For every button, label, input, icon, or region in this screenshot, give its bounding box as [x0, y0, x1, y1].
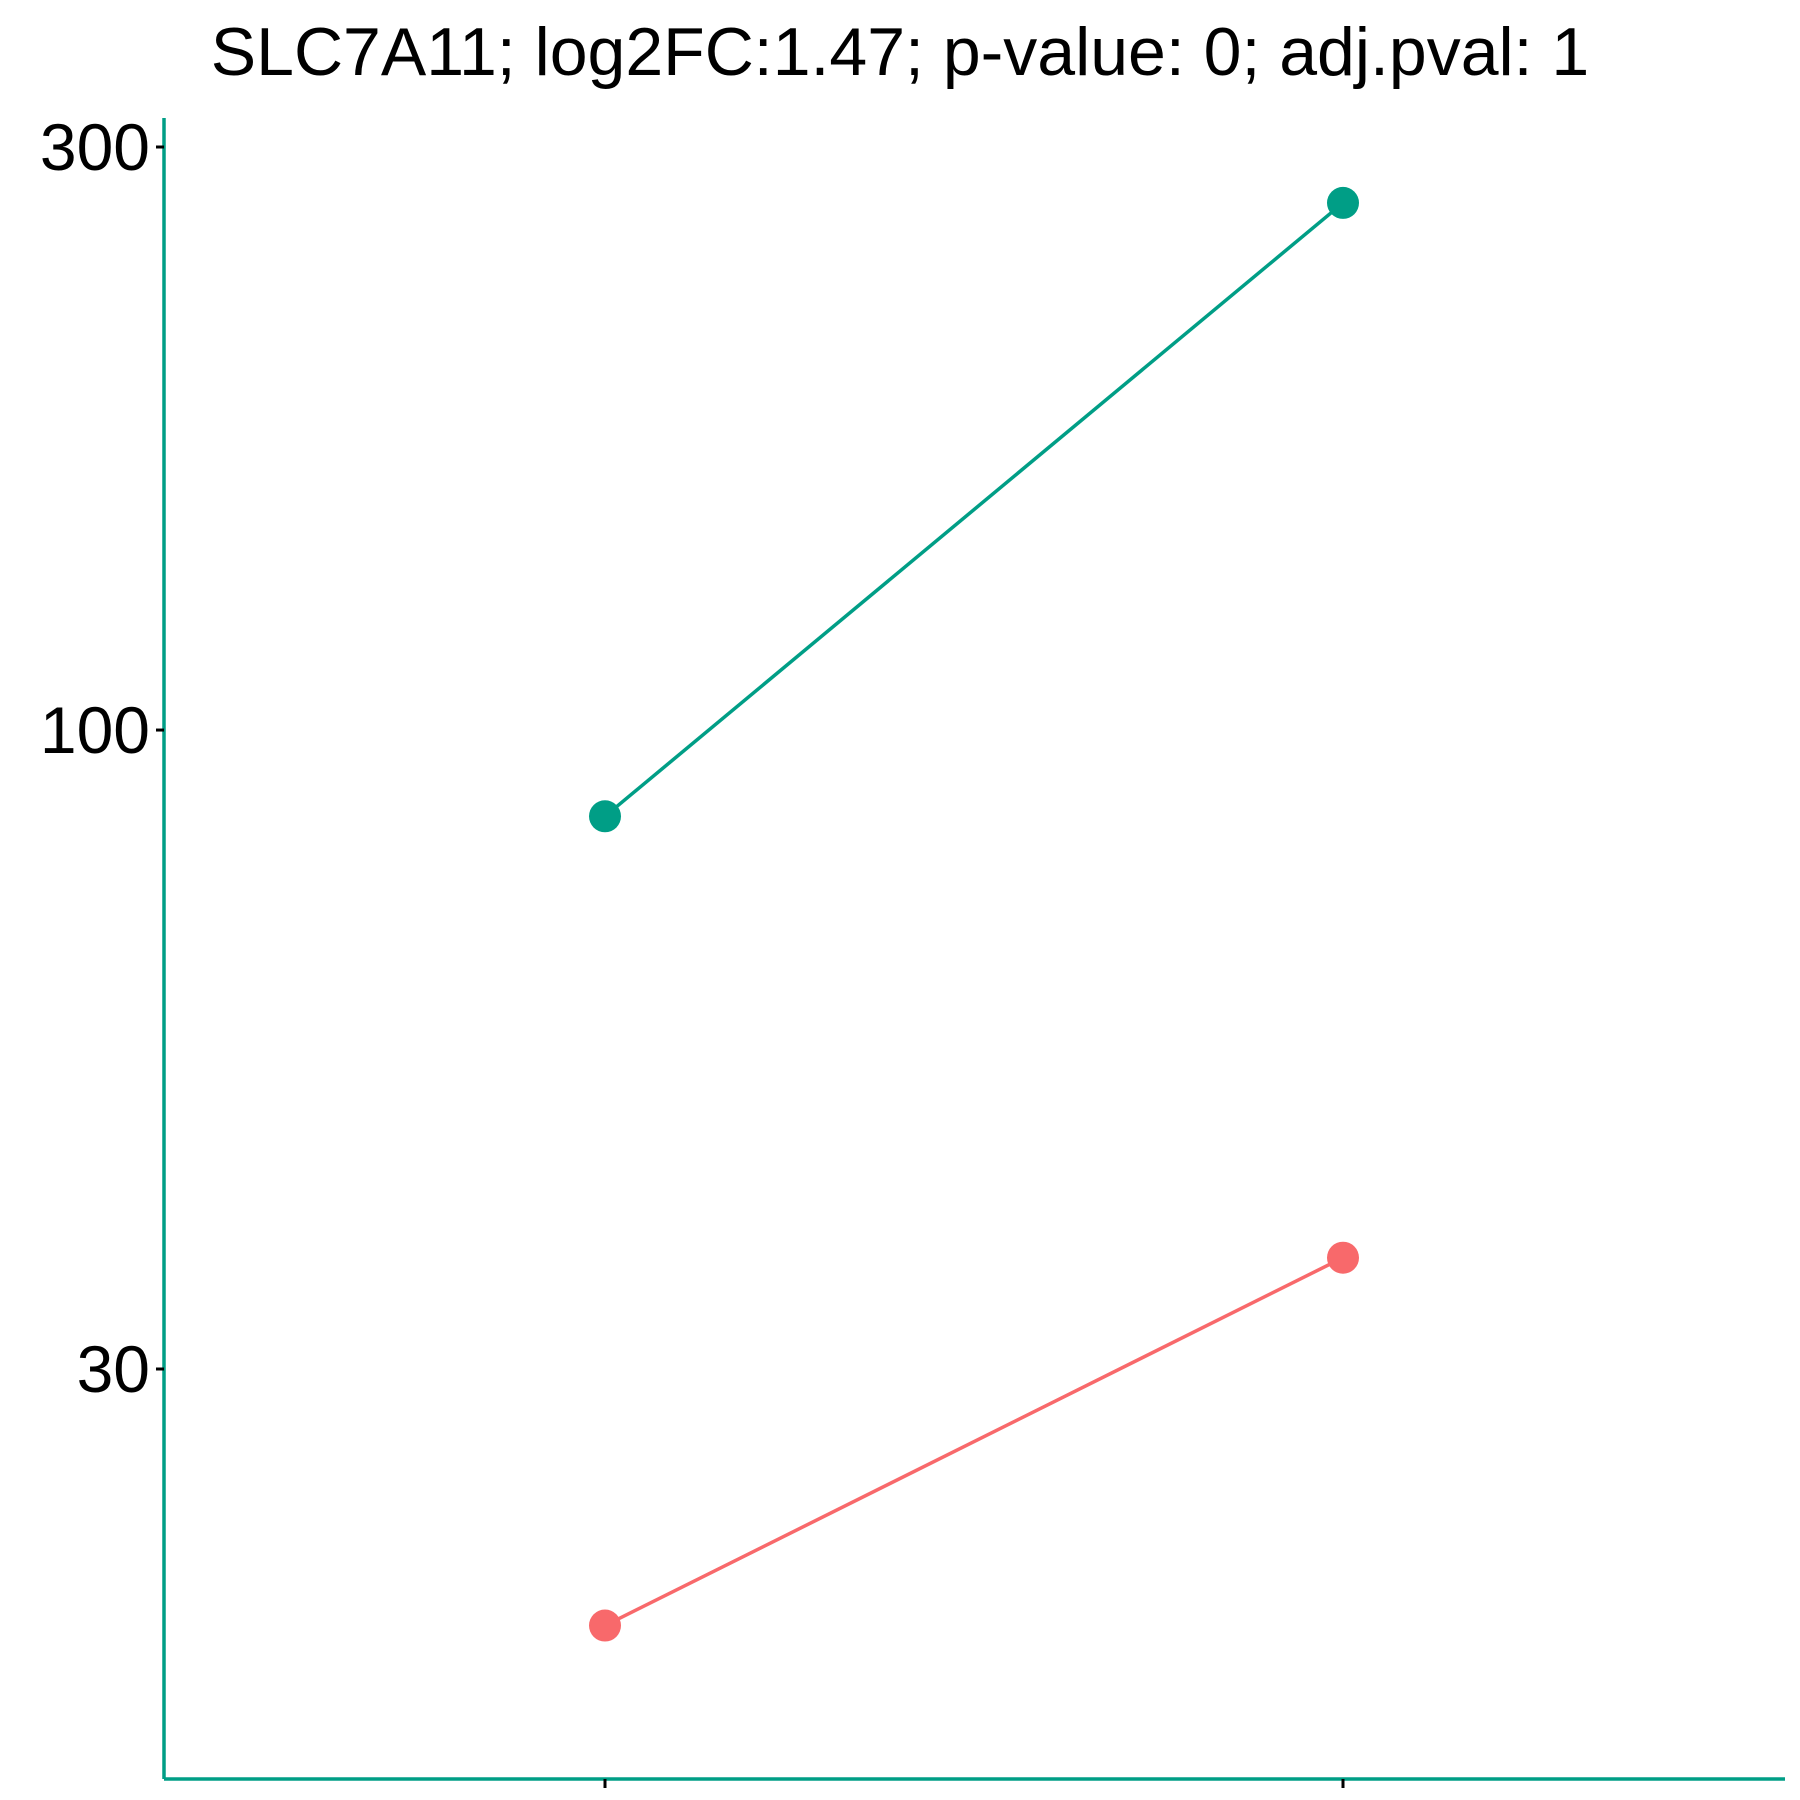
series-2-point-1 [589, 1609, 621, 1642]
y-tick-label-100: 100 [40, 693, 150, 767]
series-1-point-1 [589, 800, 621, 833]
series-1-line [603, 201, 1345, 818]
chart-title: SLC7A11; log2FC:1.47; p-value: 0; adj.pv… [210, 14, 1590, 90]
series-2-point-2 [1327, 1241, 1359, 1274]
series-1-point-2 [1327, 186, 1359, 219]
axis-layer: 300 100 30 [40, 110, 1785, 1788]
series-2-line [604, 1256, 1344, 1628]
y-tick-label-30: 30 [77, 1332, 150, 1406]
y-tick-label-300: 300 [40, 110, 150, 184]
series-layer [589, 186, 1359, 1642]
